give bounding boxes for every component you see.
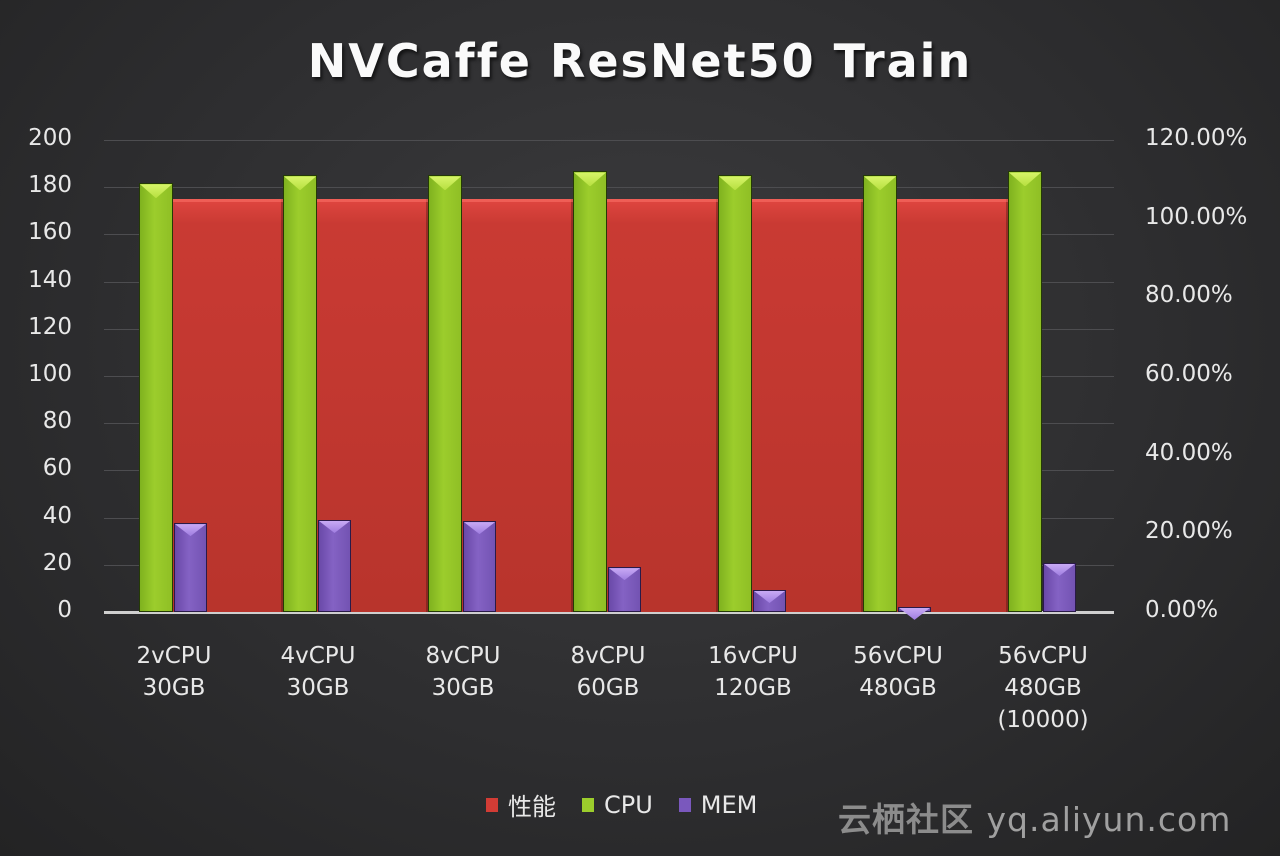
bar-mem xyxy=(753,589,786,612)
y-left-tick: 20 xyxy=(42,549,72,576)
legend-item: 性能 xyxy=(486,787,556,822)
legend-swatch-icon xyxy=(486,797,498,812)
bar-cpu xyxy=(428,175,462,612)
y-left-tick: 80 xyxy=(42,408,72,435)
x-axis-label: 16vCPU 120GB xyxy=(708,643,798,701)
y-left-tick: 180 xyxy=(28,172,72,199)
bar-mem xyxy=(463,521,496,612)
bar-mem xyxy=(318,519,351,612)
legend-item: CPU xyxy=(582,791,653,819)
legend-swatch-icon xyxy=(678,797,691,812)
bar-mem xyxy=(1043,562,1076,612)
x-axis-label: 56vCPU 480GB (10000) xyxy=(997,643,1089,733)
y-right-tick: 40.00% xyxy=(1145,439,1233,466)
watermark: 云栖社区 yq.aliyun.com xyxy=(838,793,1231,841)
legend-label: 性能 xyxy=(508,793,556,821)
legend-item: MEM xyxy=(678,790,758,819)
bar-cpu xyxy=(863,175,897,612)
y-right-tick: 20.00% xyxy=(1145,518,1233,545)
x-axis-label: 2vCPU 30GB xyxy=(136,643,212,701)
y-left-tick: 0 xyxy=(57,597,72,623)
bar-mem xyxy=(174,523,207,612)
bar-cpu xyxy=(718,175,752,612)
legend-swatch-icon xyxy=(582,797,594,812)
x-axis-label: 8vCPU 30GB xyxy=(425,643,501,701)
y-left-tick: 40 xyxy=(42,502,72,529)
x-axis-label: 56vCPU 480GB xyxy=(853,643,943,701)
bar-perf xyxy=(607,199,718,612)
y-left-tick: 160 xyxy=(28,219,72,246)
y-right-tick: 80.00% xyxy=(1145,282,1233,309)
y-right-tick: 60.00% xyxy=(1145,361,1233,387)
chart-title: NVCaffe ResNet50 Train xyxy=(307,34,973,88)
bar-cpu xyxy=(573,171,607,612)
legend: 性能 CPU MEM xyxy=(486,787,757,822)
bar-mem xyxy=(898,606,931,612)
y-left-tick: 120 xyxy=(28,313,72,340)
gridline xyxy=(104,140,1114,141)
y-left-tick: 140 xyxy=(28,266,72,293)
bar-cpu xyxy=(283,175,317,612)
y-left-tick: 100 xyxy=(28,361,72,387)
bar-mem xyxy=(608,567,641,612)
y-right-tick: 120.00% xyxy=(1145,125,1248,151)
bar-perf xyxy=(752,199,863,612)
bar-perf xyxy=(897,199,1008,612)
x-axis-label: 4vCPU 30GB xyxy=(280,643,356,701)
legend-label: CPU xyxy=(604,790,653,819)
legend-label: MEM xyxy=(700,790,758,819)
bar-cpu xyxy=(1008,171,1042,612)
x-axis-line xyxy=(104,611,1114,614)
y-right-tick: 0.00% xyxy=(1145,597,1219,623)
bar-cpu xyxy=(139,183,173,612)
watermark-brand: 云栖社区 xyxy=(838,800,974,839)
gridline xyxy=(104,187,1114,189)
y-left-tick: 60 xyxy=(42,455,72,482)
watermark-url: yq.aliyun.com xyxy=(986,800,1232,839)
y-right-tick: 100.00% xyxy=(1145,203,1248,230)
x-axis-label: 8vCPU 60GB xyxy=(570,643,646,701)
y-left-tick: 200 xyxy=(28,125,72,151)
